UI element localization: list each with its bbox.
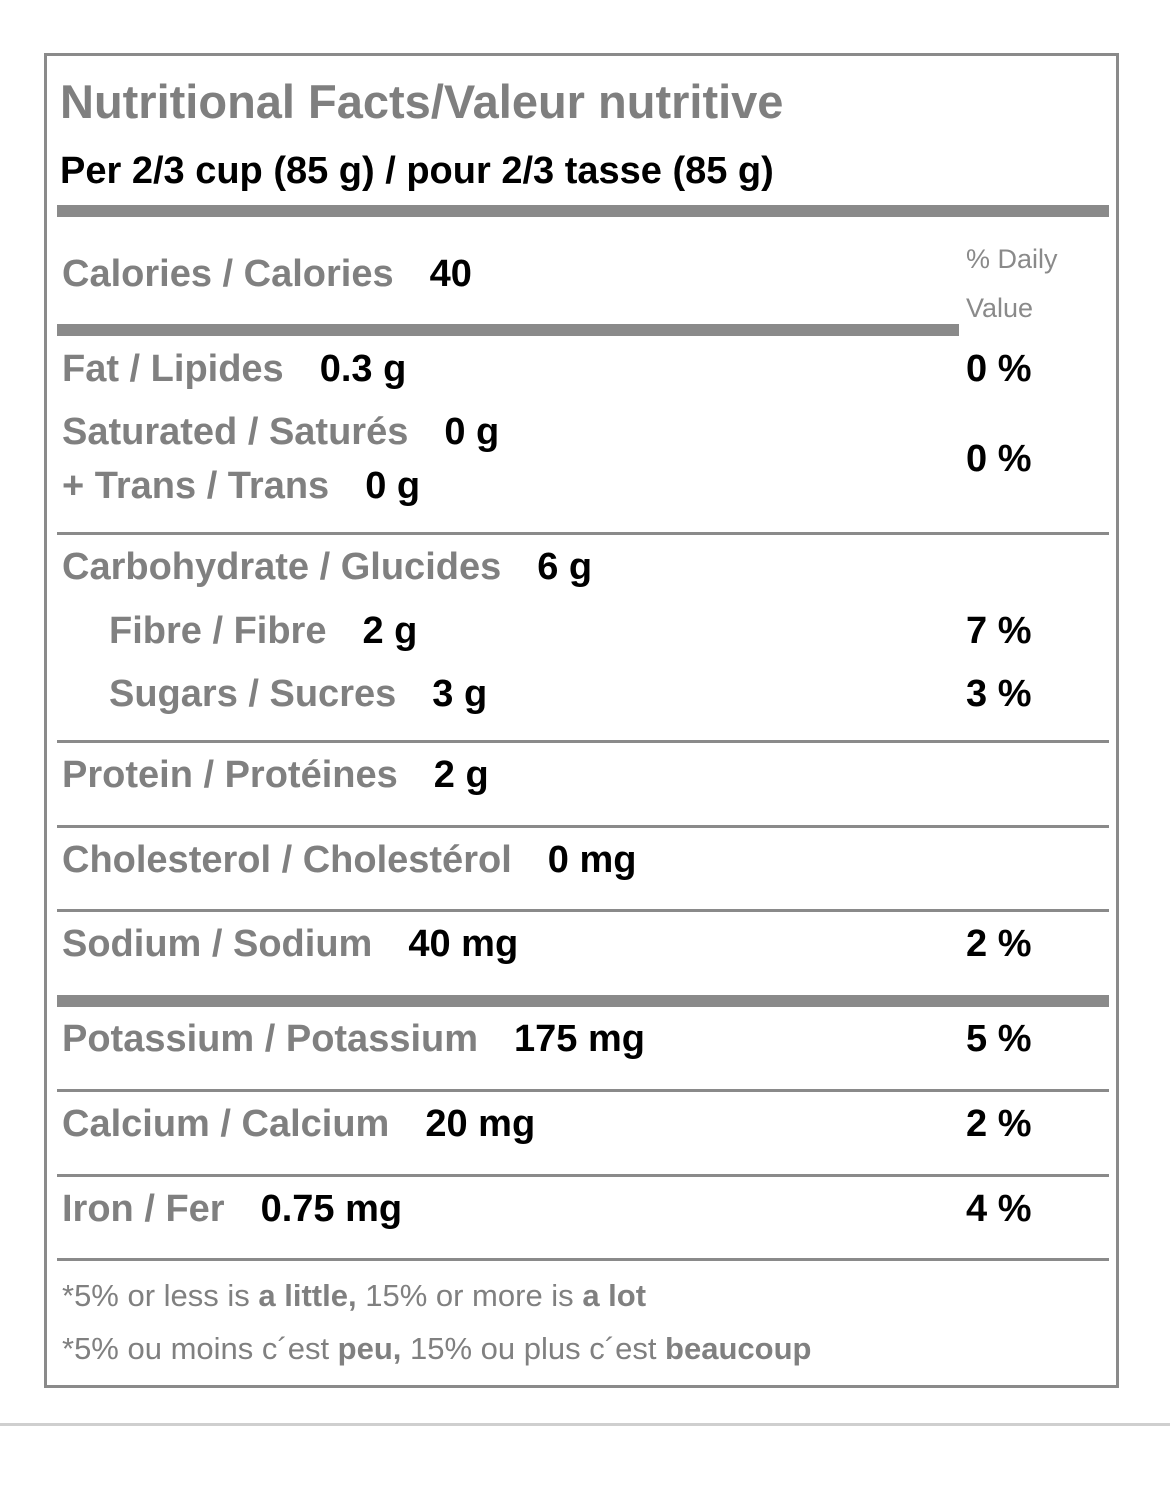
label-title: Nutritional Facts/Valeur nutritive: [60, 75, 784, 128]
footnote-emphasis: peu,: [337, 1331, 402, 1366]
divider: [57, 1089, 1109, 1092]
calories-row: Calories / Calories 40: [62, 253, 472, 296]
footnote-emphasis: a little,: [258, 1278, 357, 1313]
page-bottom-divider: [0, 1423, 1170, 1426]
nutrient-label: Sodium / Sodium: [62, 923, 373, 965]
nutrient-label: Sugars / Sucres: [109, 673, 397, 715]
footnote-english: *5% or less is a little, 15% or more is …: [62, 1278, 646, 1314]
thick-divider-top: [57, 205, 1109, 217]
nutrient-row-fibre: Fibre / Fibre 2 g: [109, 610, 417, 653]
nutrient-row-fat: Fat / Lipides 0.3 g: [62, 348, 406, 391]
footnote-text: 15% ou plus c´est: [401, 1331, 666, 1366]
nutrient-row-calcium: Calcium / Calcium 20 mg: [62, 1103, 535, 1146]
nutrient-dv-fibre: 7 %: [966, 610, 1032, 652]
footnote-emphasis: beaucoup: [665, 1331, 812, 1366]
nutrient-amount: 0 g: [365, 465, 421, 507]
nutrient-label: Saturated / Saturés: [62, 411, 409, 453]
nutrient-amount: 20 mg: [425, 1103, 536, 1145]
nutrient-label: Fat / Lipides: [62, 348, 284, 390]
thick-divider-calories: [57, 324, 959, 336]
nutrient-row-trans: + Trans / Trans 0 g: [62, 465, 420, 508]
nutrient-amount: 0.3 g: [319, 348, 407, 390]
nutrient-dv-calcium: 2 %: [966, 1103, 1032, 1145]
nutrient-dv-sugars: 3 %: [966, 673, 1032, 715]
nutrient-amount: 2 g: [362, 610, 418, 652]
divider: [57, 909, 1109, 912]
nutrient-row-cholesterol: Cholesterol / Cholestérol 0 mg: [62, 839, 636, 882]
serving-size: Per 2/3 cup (85 g) / pour 2/3 tasse (85 …: [60, 150, 774, 192]
nutrient-label: Iron / Fer: [62, 1188, 225, 1230]
nutrient-dv-sodium: 2 %: [966, 923, 1032, 965]
nutrient-row-sugars: Sugars / Sucres 3 g: [109, 673, 487, 716]
daily-value-header-line1: % Daily: [966, 244, 1058, 274]
nutrient-label: Protein / Protéines: [62, 754, 398, 796]
nutrient-amount: 2 g: [433, 754, 489, 796]
nutrient-amount: 40 mg: [408, 923, 519, 965]
nutrient-label: + Trans / Trans: [62, 465, 330, 507]
nutrient-dv-saturated-trans: 0 %: [966, 438, 1032, 480]
calories-value: 40: [429, 253, 472, 295]
nutrient-dv-potassium: 5 %: [966, 1018, 1032, 1060]
nutrient-label: Calcium / Calcium: [62, 1103, 390, 1145]
nutrient-row-sodium: Sodium / Sodium 40 mg: [62, 923, 518, 966]
divider: [57, 825, 1109, 828]
nutrient-amount: 6 g: [537, 546, 593, 588]
nutrient-label: Fibre / Fibre: [109, 610, 327, 652]
footnote-text: *5% ou moins c´est: [62, 1331, 338, 1366]
footnote-text: *5% or less is: [62, 1278, 259, 1313]
nutrient-amount: 175 mg: [514, 1018, 645, 1060]
nutrient-label: Cholesterol / Cholestérol: [62, 839, 512, 881]
calories-label: Calories / Calories: [62, 253, 394, 295]
nutrient-row-iron: Iron / Fer 0.75 mg: [62, 1188, 402, 1231]
footnote-text: 15% or more is: [356, 1278, 583, 1313]
nutrient-dv-iron: 4 %: [966, 1188, 1032, 1230]
thick-divider-minerals: [57, 995, 1109, 1007]
nutrient-amount: 0 g: [444, 411, 500, 453]
nutrition-facts-panel: [44, 53, 1119, 1388]
nutrient-row-carbohydrate: Carbohydrate / Glucides 6 g: [62, 546, 592, 589]
divider: [57, 1174, 1109, 1177]
nutrient-label: Potassium / Potassium: [62, 1018, 479, 1060]
divider: [57, 1258, 1109, 1261]
nutrient-dv-fat: 0 %: [966, 348, 1032, 390]
nutrient-amount: 0 mg: [547, 839, 637, 881]
nutrient-row-saturated: Saturated / Saturés 0 g: [62, 411, 499, 454]
nutrient-amount: 0.75 mg: [260, 1188, 403, 1230]
divider: [57, 740, 1109, 743]
footnote-french: *5% ou moins c´est peu, 15% ou plus c´es…: [62, 1331, 811, 1367]
nutrient-label: Carbohydrate / Glucides: [62, 546, 502, 588]
nutrient-row-potassium: Potassium / Potassium 175 mg: [62, 1018, 645, 1061]
divider: [57, 532, 1109, 535]
nutrient-row-protein: Protein / Protéines 2 g: [62, 754, 489, 797]
footnote-emphasis: a lot: [582, 1278, 647, 1313]
nutrient-amount: 3 g: [432, 673, 488, 715]
daily-value-header-line2: Value: [966, 293, 1034, 323]
